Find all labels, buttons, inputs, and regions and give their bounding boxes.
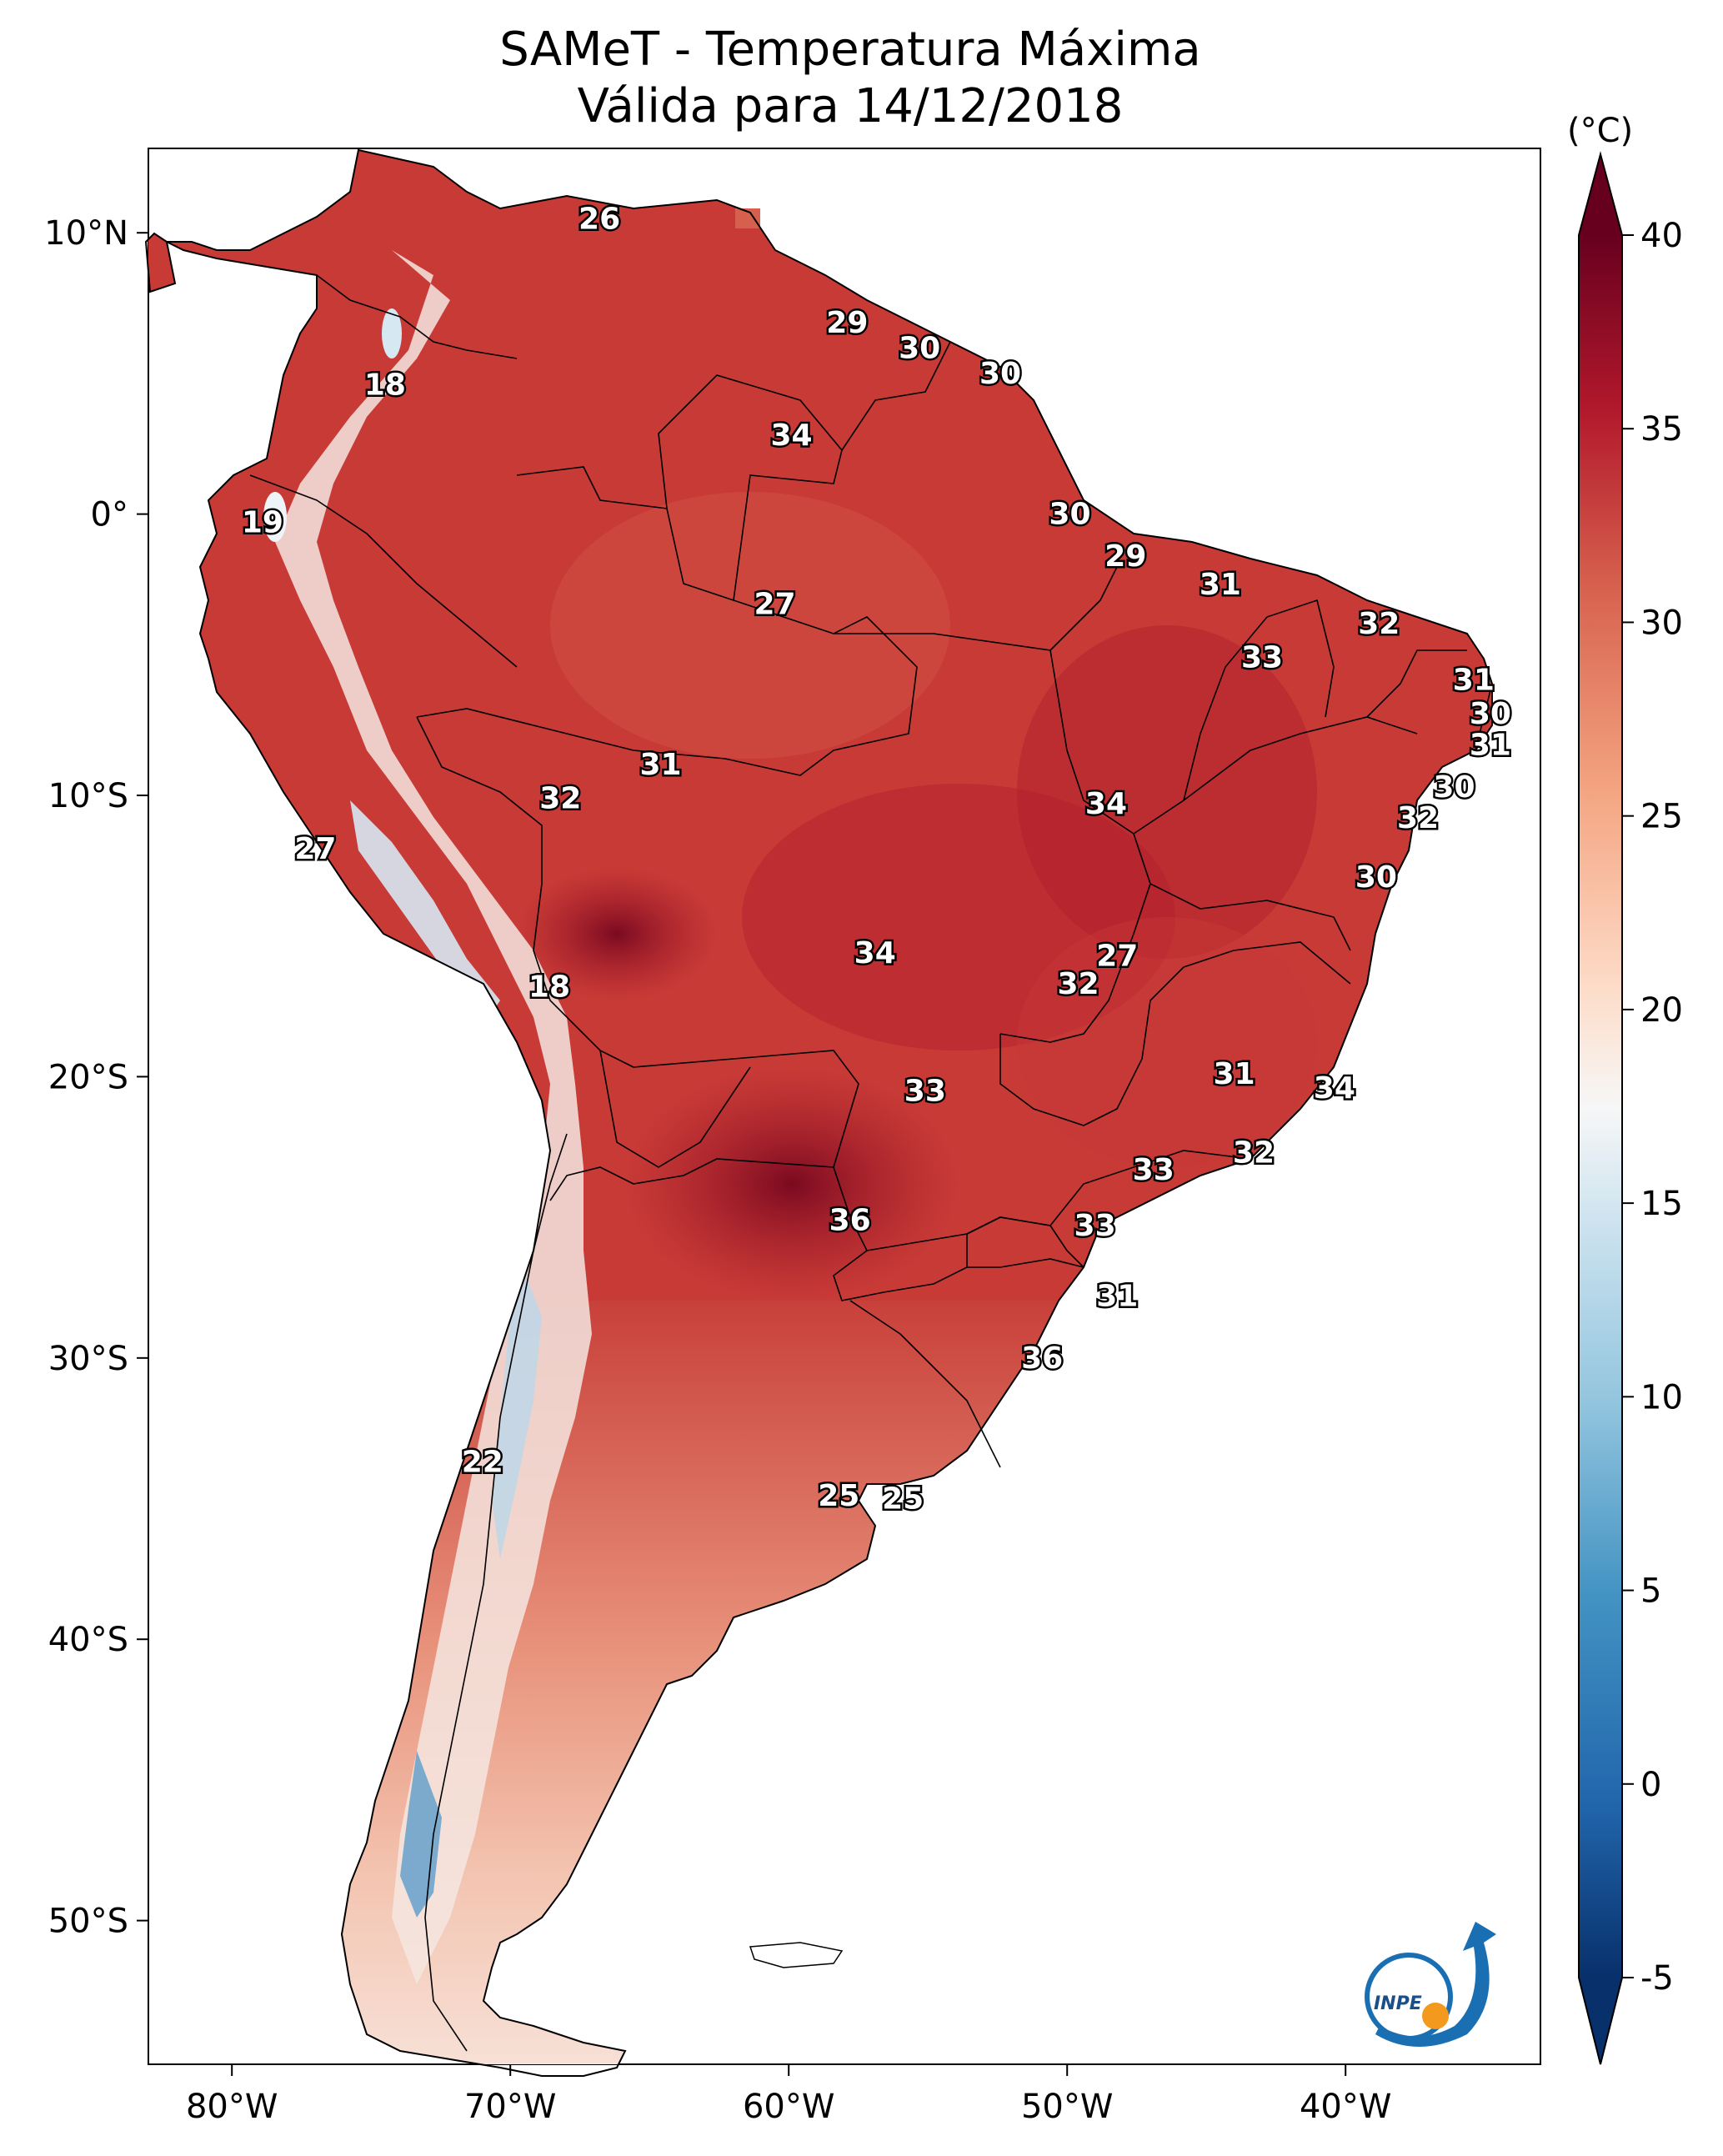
temperature-value-label: 31 [1096,1280,1138,1314]
temperature-value-label: 34 [854,936,896,970]
colorbar-tick-label: 30 [1640,604,1683,642]
falkland-islands [749,1942,844,1968]
temperature-value-label: 31 [1214,1057,1255,1091]
temperature-value-label: 25 [882,1482,924,1517]
inpe-logo: INPE [1365,1922,1496,2047]
lat-tick-label: 0° [91,496,128,534]
temperature-value-label: 31 [1453,664,1495,698]
temperature-value-label: 27 [1096,939,1138,973]
temperature-value-label: 36 [829,1203,871,1237]
temperature-value-label: 32 [1233,1136,1275,1171]
temperature-value-label: 32 [539,781,581,815]
colorbar-ticks: 40 35 30 25 20 15 10 5 0 -5 [1622,217,1683,1998]
temperature-value-label: 29 [826,306,868,340]
temperature-value-label: 31 [640,748,682,782]
temperature-value-label: 33 [904,1074,946,1108]
temperature-value-label: 34 [1314,1071,1355,1106]
temperature-value-label: 32 [1397,801,1439,835]
temperature-value-label: 32 [1358,607,1400,641]
lat-tick-label: 10°N [44,214,128,253]
colorbar-tick-label: 20 [1640,991,1683,1030]
colorbar-tick-label: 15 [1640,1185,1683,1223]
lat-tick-label: 40°S [48,1621,128,1659]
colorbar-tick-label: 5 [1640,1572,1661,1611]
lon-tick-label: 50°W [1021,2088,1113,2126]
temperature-value-label: 19 [242,506,283,540]
temperature-value-label: 30 [1433,770,1475,805]
temperature-value-label: 18 [364,368,406,402]
colorbar-top-extension [1579,154,1622,235]
coastline [144,148,1493,2077]
lat-tick-label: 30°S [48,1340,128,1378]
temperature-value-label: 31 [1200,568,1241,602]
temperature-value-label: 32 [1058,967,1099,1001]
temperature-value-label: 36 [1021,1341,1063,1376]
temperature-value-label: 33 [1133,1153,1175,1187]
lon-tick-label: 70°W [464,2088,556,2126]
temperature-value-label: 25 [818,1479,859,1513]
temperature-value-label: 26 [579,202,620,236]
temperature-value-label: 29 [1104,539,1146,574]
colorbar-bottom-extension [1579,1978,1622,2064]
logo-arrow-icon [1375,1922,1496,2047]
temperature-value-label: 31 [1470,728,1511,762]
latitude-axis: 10°N 0° 10°S 20°S 30°S 40°S 50°S [44,214,148,1941]
lat-tick-label: 10°S [48,777,128,815]
colorbar-tick-label: 35 [1640,410,1683,449]
logo-sun-icon [1422,2003,1449,2029]
temperature-value-label: 27 [294,832,336,866]
colorbar-body [1579,235,1622,1978]
temperature-value-label: 33 [1074,1209,1116,1243]
temperature-value-label: 30 [1470,697,1511,731]
lon-tick-label: 60°W [743,2088,834,2126]
temperature-value-label: 34 [1085,787,1127,821]
temperature-value-label: 33 [1241,641,1283,675]
temperature-value-label: 18 [528,970,570,1004]
lat-tick-label: 20°S [48,1058,128,1096]
colorbar-tick-label: 25 [1640,798,1683,836]
colorbar-tick-label: 40 [1640,217,1683,255]
temperature-value-label: 34 [770,419,812,453]
temperature-value-label: 30 [1049,498,1090,532]
temperature-value-label: 30 [1355,860,1397,895]
longitude-axis: 80°W 70°W 60°W 50°W 40°W [186,2064,1391,2126]
map-title: SAMeT - Temperatura Máxima [499,23,1201,77]
lon-tick-label: 80°W [186,2088,278,2126]
temperature-value-label: 30 [979,357,1021,391]
temperature-value-label: 27 [754,588,795,622]
logo-text: INPE [1374,1993,1422,2014]
lon-tick-label: 40°W [1300,2088,1391,2126]
colorbar-tick-label: 0 [1640,1766,1661,1804]
temperature-value-label: 22 [462,1446,503,1480]
map-subtitle: Válida para 14/12/2018 [577,79,1124,133]
colorbar-tick-label: -5 [1640,1959,1674,1998]
colorbar: (°C) 40 35 30 25 20 15 10 5 0 -5 [1567,112,1683,2065]
temperature-value-label: 30 [899,332,940,366]
colorbar-unit-label: (°C) [1567,112,1633,150]
colorbar-tick-label: 10 [1640,1378,1683,1416]
lat-tick-label: 50°S [48,1903,128,1941]
